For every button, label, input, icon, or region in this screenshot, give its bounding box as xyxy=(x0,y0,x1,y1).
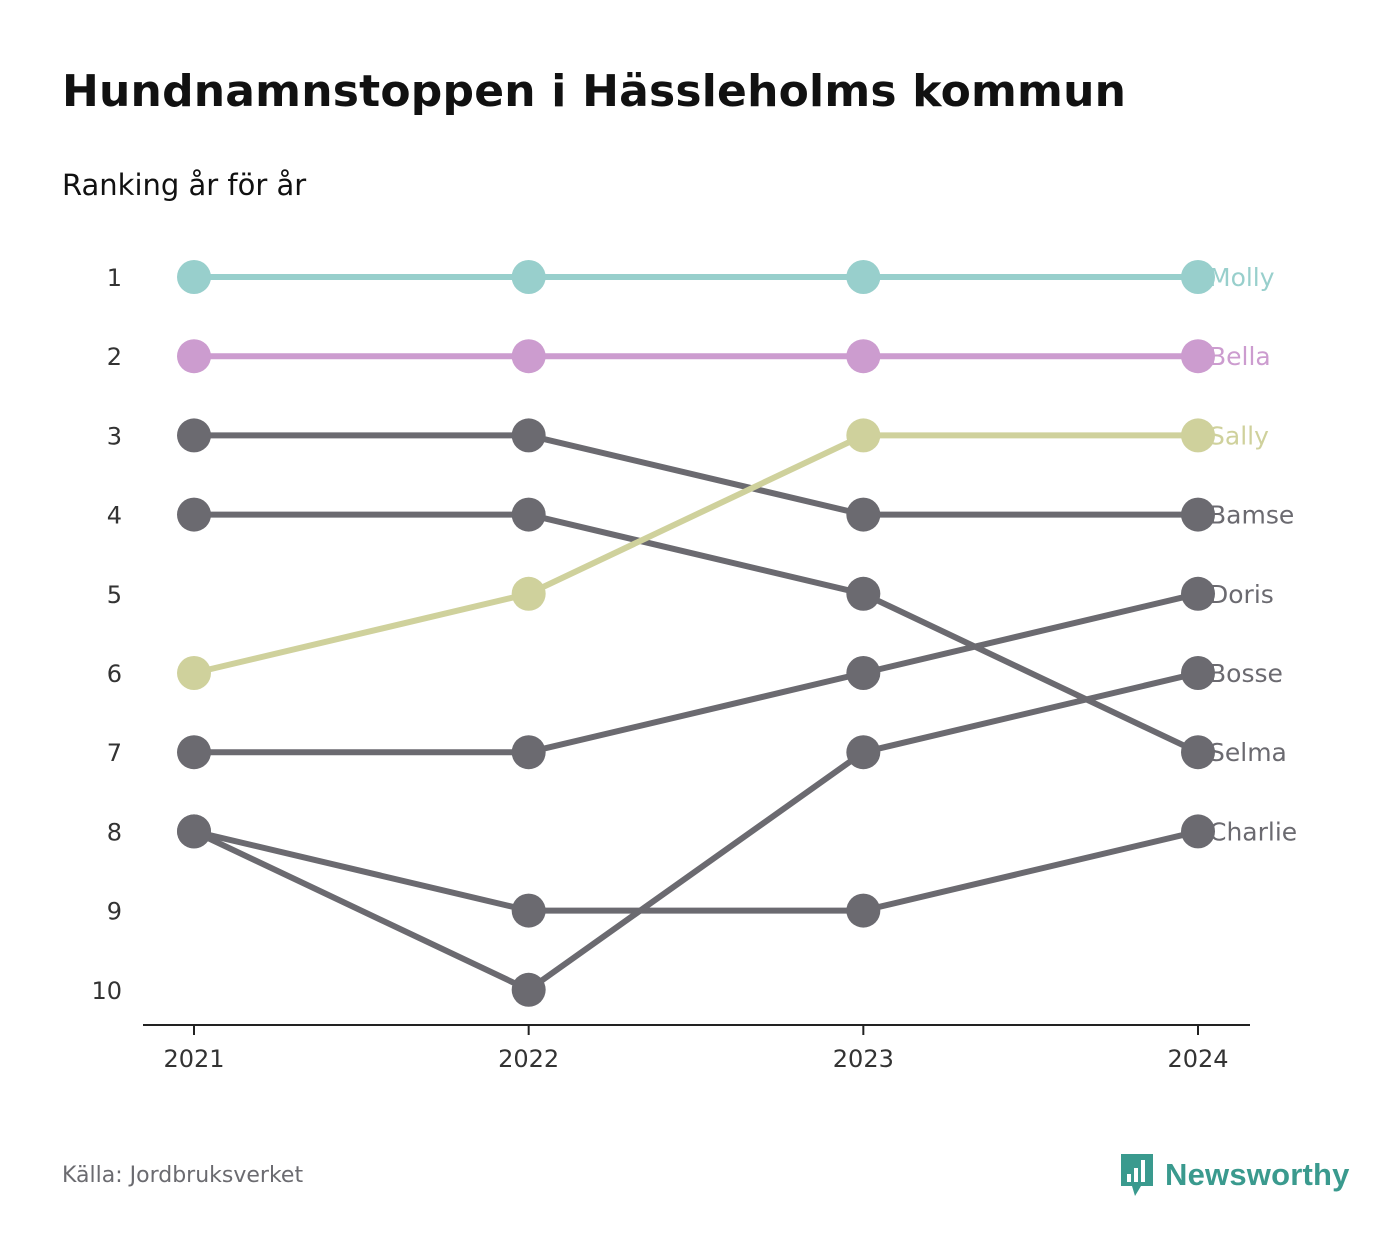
brand-name: Newsworthy xyxy=(1165,1157,1350,1192)
y-tick-label: 2 xyxy=(107,343,122,371)
data-point-bella xyxy=(1181,339,1215,374)
series-line-doris xyxy=(191,590,1201,756)
y-tick-label: 1 xyxy=(107,264,122,292)
data-point-bamse xyxy=(1181,497,1215,532)
data-point-bella xyxy=(511,339,546,374)
data-point-charlie xyxy=(1181,814,1215,849)
y-tick-label: 9 xyxy=(107,898,122,926)
data-point-bella xyxy=(846,339,881,374)
series-line-bosse xyxy=(191,670,1201,993)
data-point-sally xyxy=(1181,418,1215,453)
x-tick-label: 2022 xyxy=(498,1045,559,1073)
data-point-bella xyxy=(177,339,211,374)
y-tick-label: 10 xyxy=(91,977,122,1005)
y-axis: 1 2 3 4 5 6 7 8 9 10 xyxy=(91,264,122,1005)
series-label-charlie: Charlie xyxy=(1209,817,1297,846)
data-point-selma xyxy=(177,497,211,532)
series-line-charlie xyxy=(191,828,1201,914)
source-note: Källa: Jordbruksverket xyxy=(62,1163,304,1188)
data-point-doris xyxy=(846,656,881,690)
data-point-selma xyxy=(846,576,881,611)
data-point-sally xyxy=(846,418,881,453)
series-points xyxy=(177,260,1215,1007)
chart-title: Hundnamnstoppen i Hässleholms kommun xyxy=(62,66,1127,117)
data-point-selma xyxy=(511,497,546,532)
data-point-charlie xyxy=(511,893,546,928)
data-point-bamse xyxy=(177,418,211,453)
y-tick-label: 5 xyxy=(107,581,122,609)
x-axis: 2021 2022 2023 2024 xyxy=(143,1024,1250,1073)
data-point-molly xyxy=(1181,260,1215,294)
series-line-selma xyxy=(191,511,1201,756)
series-label-bella: Bella xyxy=(1209,342,1271,371)
brand-logo: Newsworthy xyxy=(1119,1152,1350,1198)
data-point-bamse xyxy=(511,418,546,453)
y-tick-label: 7 xyxy=(107,739,122,767)
data-point-charlie xyxy=(846,893,881,928)
series-labels: Bamse Doris Bosse Selma Charlie Molly Bella Sal… xyxy=(1209,263,1297,846)
y-tick-label: 8 xyxy=(107,818,122,846)
data-point-bosse xyxy=(1181,656,1215,690)
series-label-sally: Sally xyxy=(1209,421,1269,450)
y-tick-label: 3 xyxy=(107,422,122,450)
series-label-bosse: Bosse xyxy=(1209,659,1283,688)
chart-subtitle: Ranking år för år xyxy=(62,168,307,202)
series-label-selma: Selma xyxy=(1209,738,1287,767)
series-label-molly: Molly xyxy=(1209,263,1275,292)
data-point-selma xyxy=(1181,735,1215,770)
x-tick-label: 2021 xyxy=(163,1045,224,1073)
series-lines xyxy=(191,274,1201,993)
y-tick-label: 4 xyxy=(107,502,122,530)
data-point-bosse xyxy=(846,735,881,770)
data-point-doris xyxy=(511,735,546,770)
data-point-doris xyxy=(177,735,211,770)
x-tick-label: 2024 xyxy=(1167,1045,1228,1073)
data-point-charlie xyxy=(177,814,211,849)
data-point-molly xyxy=(177,260,211,294)
data-point-doris xyxy=(1181,576,1215,611)
data-point-bosse xyxy=(511,972,546,1007)
series-label-bamse: Bamse xyxy=(1209,501,1294,530)
data-point-molly xyxy=(846,260,881,294)
data-point-sally xyxy=(511,576,546,611)
newsworthy-logo-icon xyxy=(1121,1154,1153,1196)
data-point-bamse xyxy=(846,497,881,532)
series-line-bamse xyxy=(191,432,1201,518)
x-tick-label: 2023 xyxy=(833,1045,894,1073)
y-tick-label: 6 xyxy=(107,660,122,688)
series-label-doris: Doris xyxy=(1209,580,1274,609)
data-point-sally xyxy=(177,656,211,690)
series-line-sally xyxy=(191,432,1201,676)
data-point-molly xyxy=(511,260,546,294)
